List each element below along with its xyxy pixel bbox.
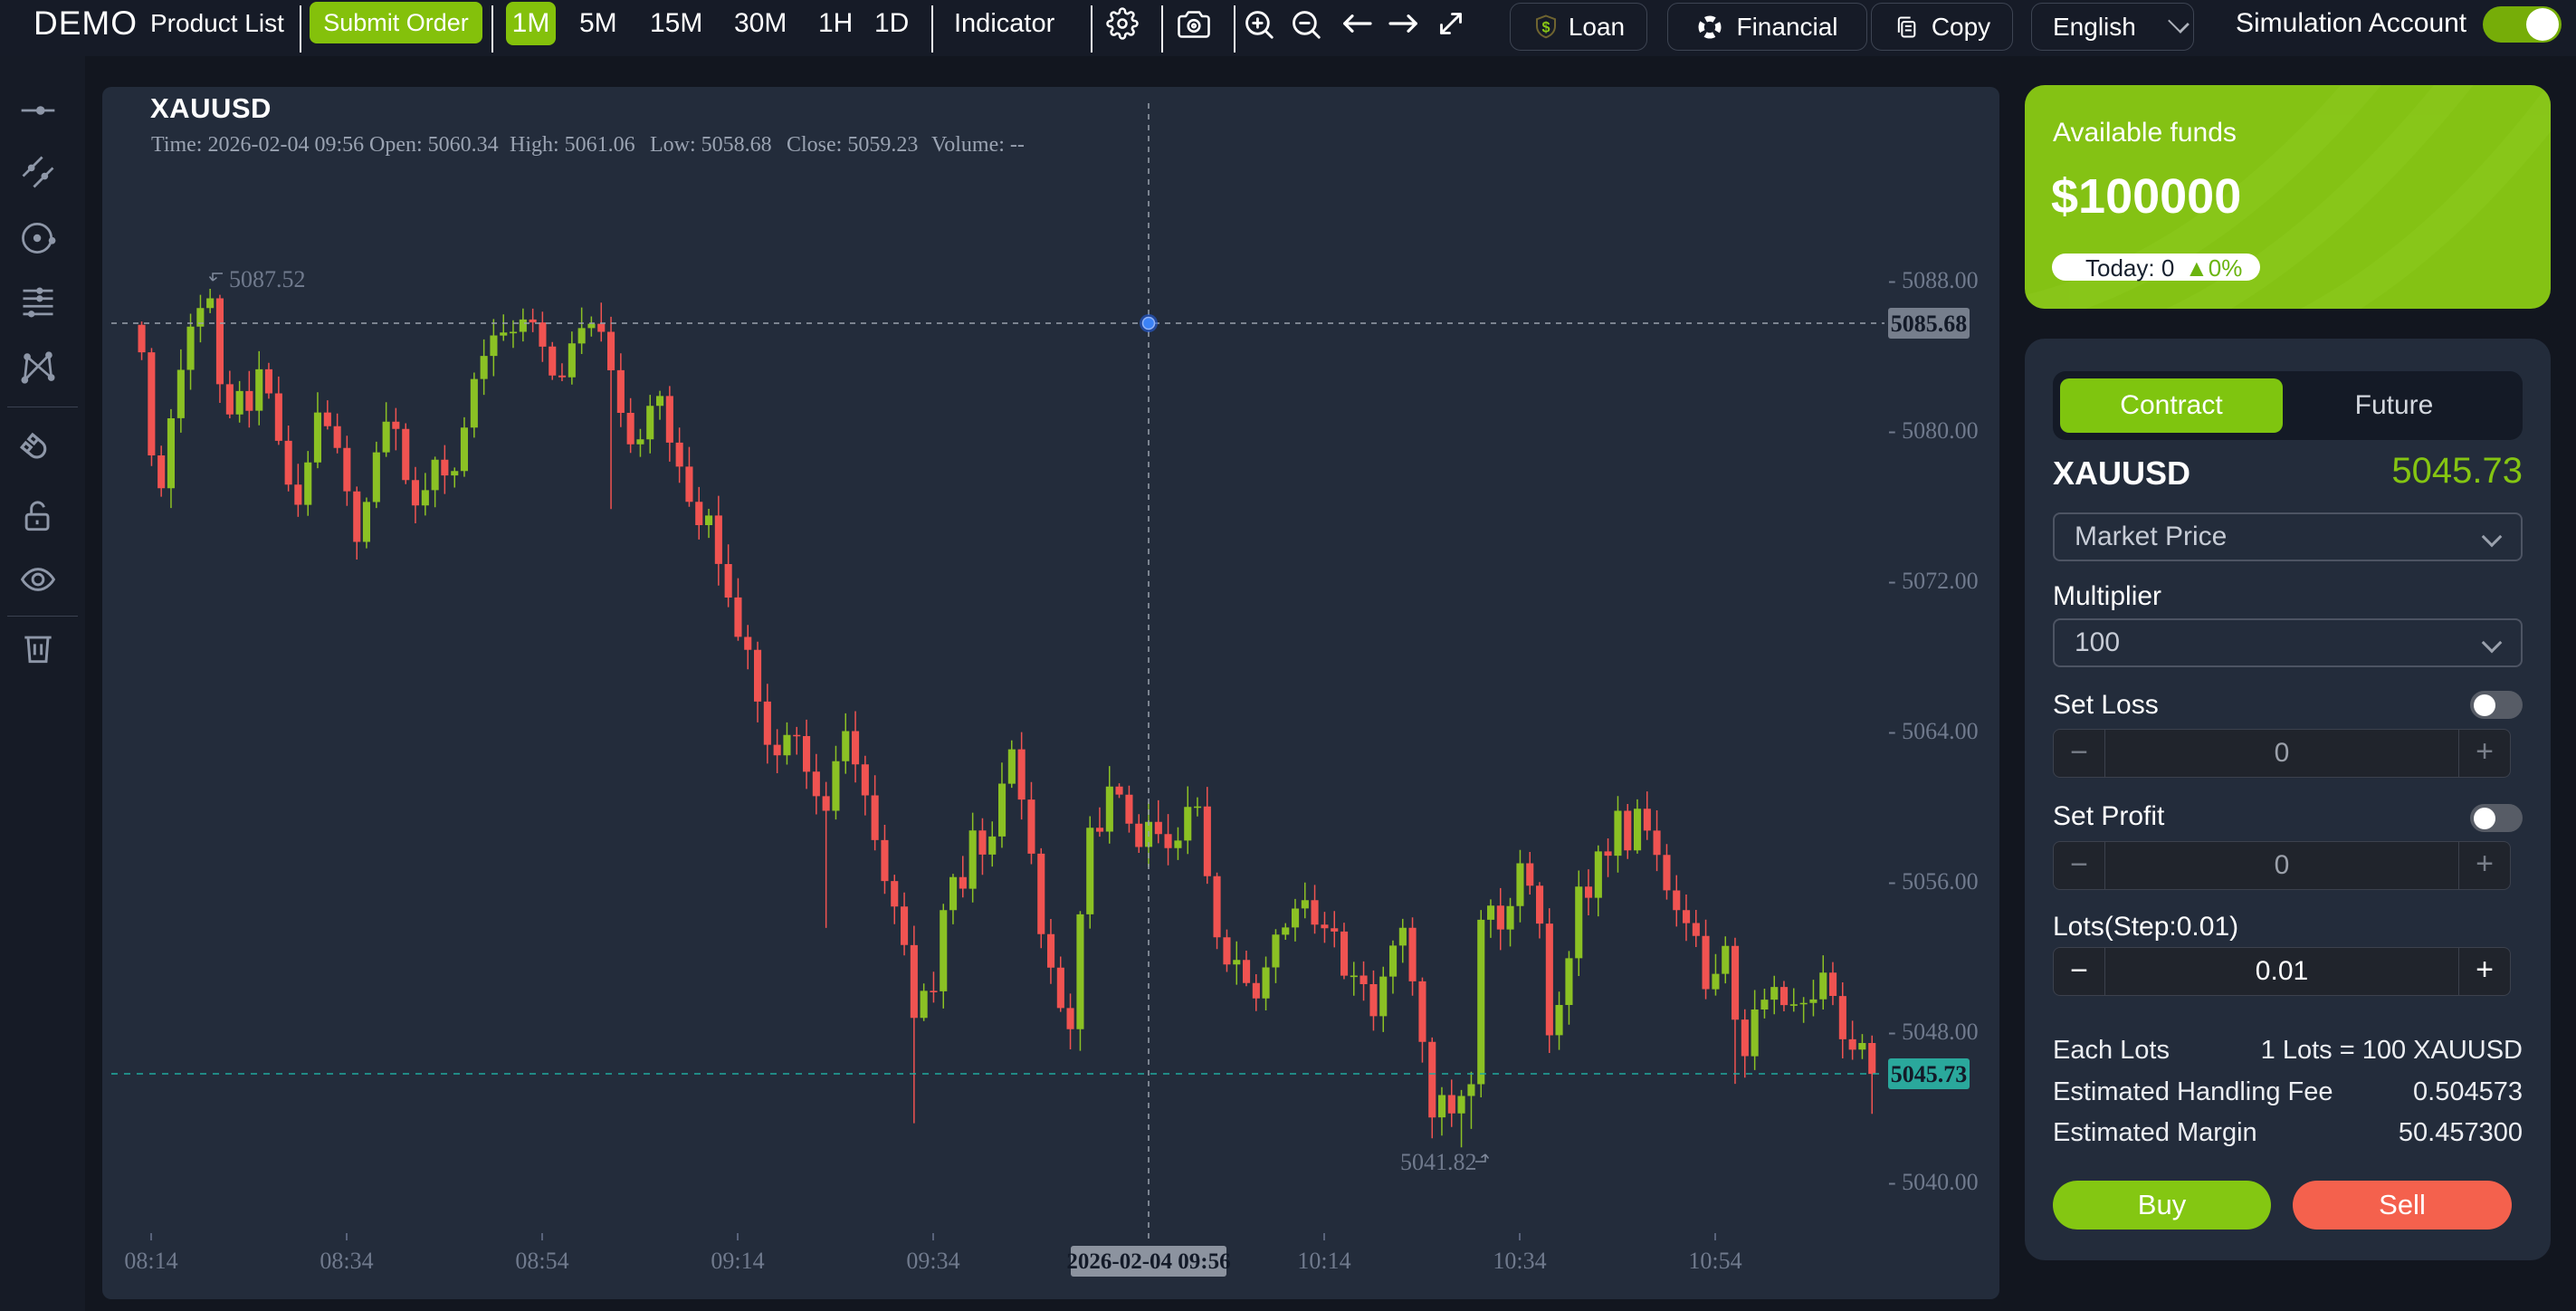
svg-text:08:54: 08:54 xyxy=(515,1248,568,1274)
svg-text:10:14: 10:14 xyxy=(1297,1248,1350,1274)
svg-text:5087.52: 5087.52 xyxy=(229,266,306,292)
svg-text:$: $ xyxy=(1541,19,1550,35)
svg-text:5041.82: 5041.82 xyxy=(1400,1149,1477,1175)
svg-text:- 5080.00: - 5080.00 xyxy=(1888,417,1979,444)
svg-text:5085.68: 5085.68 xyxy=(1891,311,1968,337)
svg-text:- 5056.00: - 5056.00 xyxy=(1888,868,1979,895)
svg-text:10:54: 10:54 xyxy=(1688,1248,1741,1274)
svg-text:- 5048.00: - 5048.00 xyxy=(1888,1019,1979,1045)
svg-text:09:14: 09:14 xyxy=(711,1248,764,1274)
svg-text:2026-02-04 09:56: 2026-02-04 09:56 xyxy=(1066,1249,1230,1274)
svg-text:10:34: 10:34 xyxy=(1493,1248,1546,1274)
svg-text:09:34: 09:34 xyxy=(906,1248,959,1274)
svg-text:5045.73: 5045.73 xyxy=(1891,1061,1968,1087)
svg-text:- 5040.00: - 5040.00 xyxy=(1888,1169,1979,1195)
svg-text:- 5088.00: - 5088.00 xyxy=(1888,267,1979,293)
svg-text:08:34: 08:34 xyxy=(320,1248,373,1274)
svg-text:- 5072.00: - 5072.00 xyxy=(1888,568,1979,594)
svg-text:08:14: 08:14 xyxy=(124,1248,177,1274)
svg-text:- 5064.00: - 5064.00 xyxy=(1888,718,1979,744)
